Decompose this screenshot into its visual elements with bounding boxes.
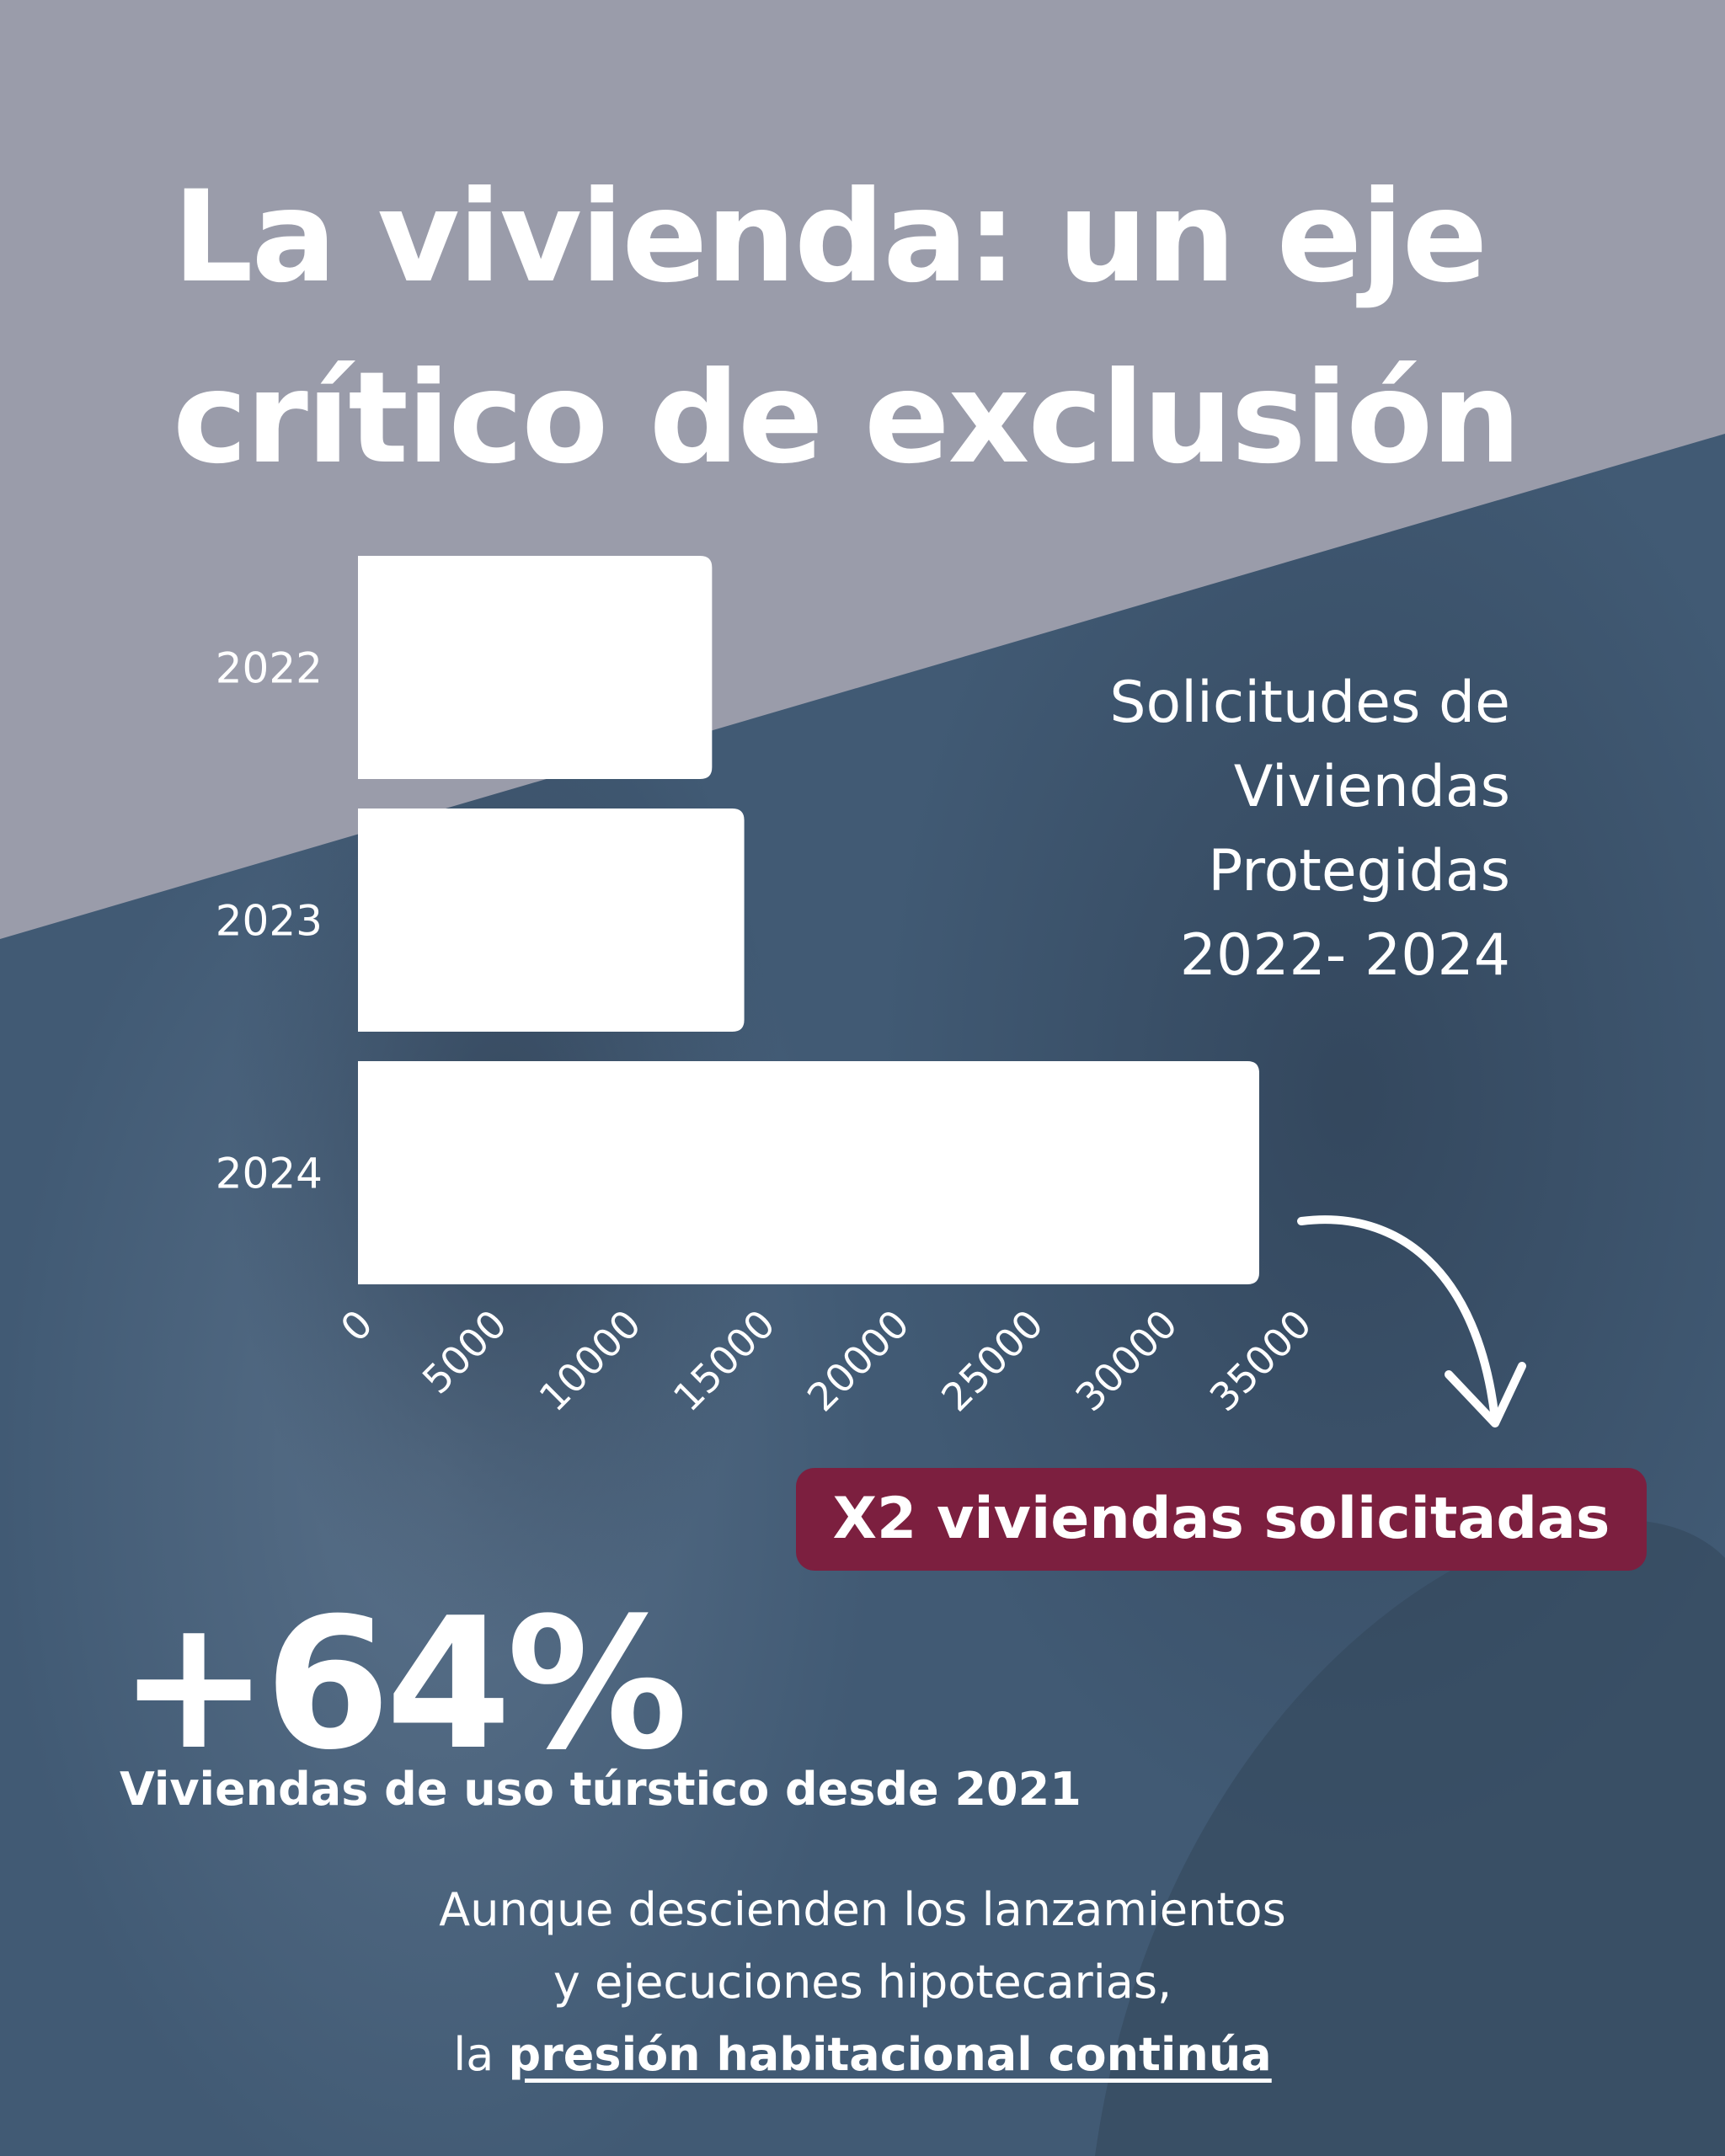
bar-chart: 2022 2023 2024 0 5000 10000 15000 20000 25000 300…	[216, 556, 1320, 1421]
footer-prefix: la	[453, 2028, 509, 2081]
x-tick-label: 20000	[798, 1301, 918, 1421]
x-tick-label: 15000	[665, 1301, 784, 1421]
chart-title: Solicitudes de Viviendas Protegidas 2022…	[1109, 661, 1510, 998]
bar-2023	[358, 808, 745, 1032]
curved-arrow-icon	[1297, 1215, 1526, 1428]
footer-emphasis: presión habitacional continúa	[508, 2028, 1272, 2081]
stat-value: +64%	[118, 1578, 688, 1790]
chart-title-line: Protegidas	[1208, 838, 1510, 905]
stat-label: Viviendas de uso túrstico desde 2021	[120, 1763, 1081, 1816]
page-title: La vivienda: un eje crítico de exclusión	[173, 147, 1521, 510]
x-tick-label: 0	[332, 1301, 382, 1351]
page-title-line-2: crítico de exclusión	[173, 345, 1521, 492]
y-tick-label: 2024	[216, 1150, 323, 1198]
footer-line-1: Aunque descienden los lanzamientos	[439, 1883, 1286, 1936]
x-tick-label: 25000	[932, 1301, 1052, 1421]
y-tick-label: 2023	[216, 897, 323, 946]
x-tick-label: 10000	[531, 1301, 650, 1421]
callout-badge: X2 viviendas solicitadas	[796, 1468, 1647, 1571]
bar-2022	[358, 556, 713, 779]
chart-title-line: Viviendas	[1233, 754, 1510, 820]
y-tick-label: 2022	[216, 644, 323, 693]
x-tick-label: 5000	[414, 1301, 515, 1403]
footer-line-2: y ejecuciones hipotecarias,	[553, 1956, 1172, 2009]
x-tick-label: 30000	[1066, 1301, 1186, 1421]
bar-2024	[358, 1061, 1259, 1284]
footer-line-3: la presión habitacional continúa	[189, 2019, 1536, 2091]
footer-text: Aunque descienden los lanzamientos y eje…	[189, 1874, 1536, 2091]
chart-title-line: 2022- 2024	[1179, 922, 1510, 989]
chart-title-line: Solicitudes de	[1109, 670, 1510, 736]
page-title-line-1: La vivienda: un eje	[173, 164, 1487, 311]
